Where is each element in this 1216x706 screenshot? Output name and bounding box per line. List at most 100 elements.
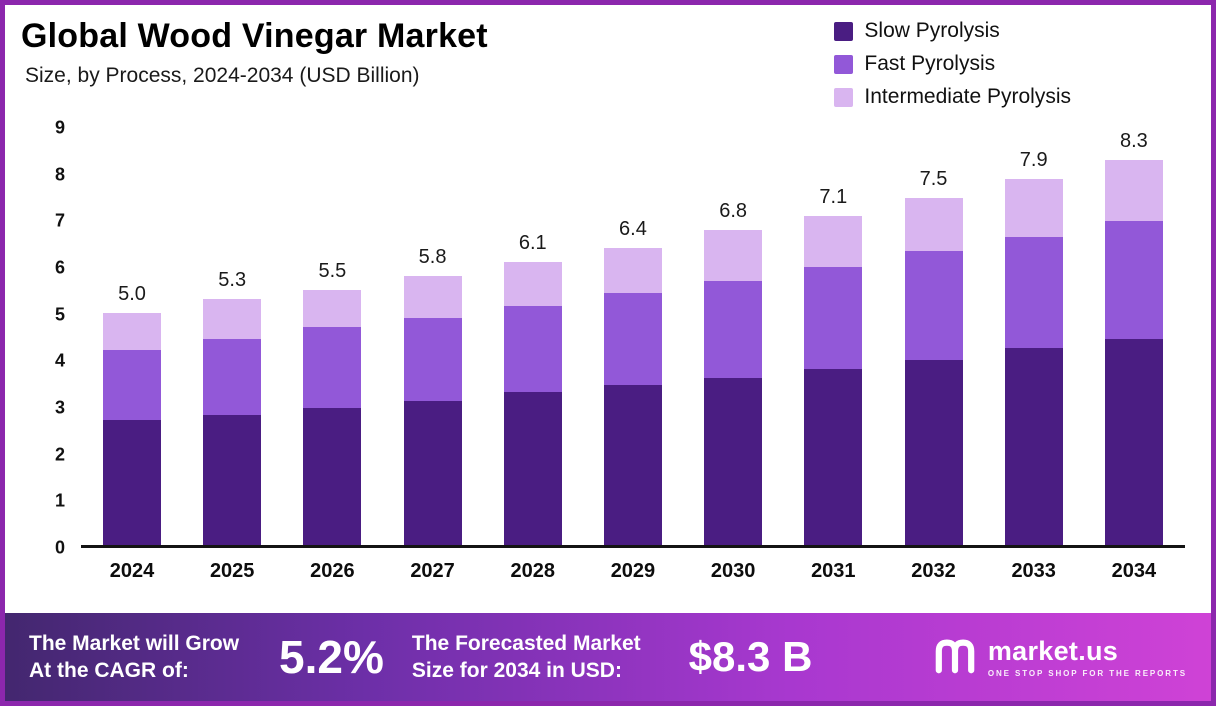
- bar-segment-intermediate-pyrolysis: [603, 248, 662, 293]
- brand-name: market.us: [987, 636, 1119, 666]
- bar-segment-slow-pyrolysis: [603, 385, 662, 545]
- bar-group-2026: 5.5: [303, 128, 362, 545]
- bar-segment-fast-pyrolysis: [303, 327, 362, 409]
- bar-total-label: 5.3: [218, 269, 247, 292]
- y-tick-label: 2: [54, 444, 65, 465]
- legend-label: Fast Pyrolysis: [864, 52, 996, 75]
- bar-group-2025: 5.3: [203, 128, 262, 545]
- bar-segment-fast-pyrolysis: [1004, 236, 1063, 349]
- bar-segment-intermediate-pyrolysis: [103, 313, 161, 351]
- bar-segment-fast-pyrolysis: [904, 250, 963, 360]
- forecast-label-line1: The Forecasted Market: [411, 631, 641, 655]
- bar-group-2034: 8.3: [1104, 128, 1163, 545]
- y-tick-label: 6: [54, 257, 65, 278]
- bar-segment-fast-pyrolysis: [603, 292, 662, 386]
- bar-segment-slow-pyrolysis: [704, 378, 763, 545]
- bar-group-2028: 6.1: [503, 128, 562, 545]
- cagr-value: 5.2%: [279, 631, 384, 683]
- y-tick-label: 9: [54, 117, 65, 138]
- bar-segment-fast-pyrolysis: [203, 338, 262, 416]
- x-tick-label: 2032: [911, 560, 956, 582]
- legend-item-intermediate-pyrolysis: Intermediate Pyrolysis: [834, 85, 1071, 109]
- market-us-logo-icon: [932, 635, 978, 680]
- plot-wrap: 5.0 5.3 5.5 5.8 6.1 6.4 6.8 7.1 7.5 7.9 8.3 2024 20…: [81, 128, 1185, 583]
- bar-segment-intermediate-pyrolysis: [704, 229, 763, 281]
- legend-label: Slow Pyrolysis: [864, 19, 1000, 42]
- bar-segment-slow-pyrolysis: [904, 359, 963, 545]
- x-tick-label: 2026: [310, 560, 355, 582]
- legend-item-fast-pyrolysis: Fast Pyrolysis: [834, 52, 1071, 76]
- bar-segment-fast-pyrolysis: [1104, 220, 1163, 339]
- bar-total-label: 6.8: [719, 199, 748, 222]
- bar-segment-slow-pyrolysis: [303, 408, 362, 545]
- y-tick-label: 7: [54, 210, 65, 231]
- bar-total-label: 5.8: [418, 246, 447, 269]
- bar-total-label: 7.9: [1019, 149, 1048, 171]
- bar-group-2027: 5.8: [403, 128, 462, 545]
- x-tick-label: 2034: [1111, 560, 1157, 582]
- y-tick-label: 3: [54, 397, 65, 418]
- bar-group-2032: 7.5: [904, 128, 963, 545]
- y-tick-label: 4: [54, 350, 65, 371]
- x-tick-label: 2024: [109, 560, 155, 582]
- y-tick-label: 8: [54, 164, 65, 185]
- page-title: Global Wood Vinegar Market: [21, 17, 488, 55]
- bar-segment-intermediate-pyrolysis: [403, 276, 462, 318]
- bar-segment-intermediate-pyrolysis: [303, 290, 362, 328]
- x-tick-label: 2025: [209, 560, 255, 582]
- bar-segment-fast-pyrolysis: [403, 317, 462, 402]
- legend-swatch: [834, 54, 854, 74]
- header: Global Wood Vinegar Market Size, by Proc…: [5, 5, 1211, 118]
- bar-group-2031: 7.1: [804, 128, 863, 545]
- x-axis: 2024 2025 2026 2027 2028 2029 2030 2031 2032 2033…: [81, 560, 1185, 583]
- bar-segment-intermediate-pyrolysis: [503, 262, 562, 307]
- y-axis: 0 1 2 3 4 5 6 7 8 9: [33, 118, 81, 558]
- legend-swatch: [834, 21, 854, 41]
- bar-group-2029: 6.4: [603, 128, 662, 545]
- forecast-value: $8.3 B: [688, 633, 813, 680]
- x-tick-label: 2030: [710, 560, 756, 582]
- bar-group-2024: 5.0: [103, 128, 161, 545]
- bar-total-label: 7.1: [819, 186, 848, 209]
- legend-swatch: [834, 87, 854, 107]
- bottom-banner: The Market will Grow At the CAGR of: 5.2…: [5, 613, 1211, 701]
- bar-segment-slow-pyrolysis: [503, 392, 562, 545]
- x-tick-label: 2028: [510, 560, 556, 582]
- bar-segment-slow-pyrolysis: [103, 419, 161, 545]
- bar-total-label: 5.0: [118, 283, 146, 306]
- bar-segment-intermediate-pyrolysis: [203, 299, 262, 339]
- cagr-label-line2: At the CAGR of:: [29, 659, 189, 682]
- bar-segment-intermediate-pyrolysis: [1004, 179, 1063, 237]
- forecast-label: The Forecasted Market Size for 2034 in U…: [412, 630, 641, 685]
- stacked-bar-chart: 0 1 2 3 4 5 6 7 8 9 5.0 5.3 5.5 5.8 6.1 6.4 6.8 7.1 7.5 7.…: [5, 118, 1211, 583]
- bar-total-label: 5.5: [318, 260, 347, 283]
- brand-logo: market.us ONE STOP SHOP FOR THE REPORTS: [932, 635, 1187, 680]
- brand-tagline: ONE STOP SHOP FOR THE REPORTS: [987, 669, 1187, 678]
- bar-total-label: 7.5: [919, 167, 948, 190]
- forecast-label-line2: Size for 2034 in USD:: [411, 659, 622, 682]
- chart-subtitle: Size, by Process, 2024-2034 (USD Billion…: [25, 64, 420, 88]
- bar-segment-slow-pyrolysis: [804, 368, 863, 545]
- bar-group-2033: 7.9: [1004, 128, 1063, 545]
- bar-segment-slow-pyrolysis: [403, 401, 462, 545]
- title-block: Global Wood Vinegar Market Size, by Proc…: [21, 17, 488, 118]
- bar-total-label: 8.3: [1119, 130, 1148, 153]
- y-tick-label: 1: [54, 490, 65, 511]
- bar-total-label: 6.4: [619, 218, 647, 241]
- legend-item-slow-pyrolysis: Slow Pyrolysis: [834, 19, 1071, 43]
- bar-total-label: 6.1: [518, 232, 547, 255]
- x-tick-label: 2031: [811, 560, 856, 582]
- bar-segment-fast-pyrolysis: [103, 350, 161, 420]
- bar-segment-intermediate-pyrolysis: [904, 197, 963, 251]
- bar-group-2030: 6.8: [704, 128, 763, 545]
- bar-segment-fast-pyrolysis: [704, 280, 763, 379]
- bar-segment-intermediate-pyrolysis: [1104, 160, 1163, 221]
- bar-segment-slow-pyrolysis: [1104, 338, 1163, 545]
- legend-label: Intermediate Pyrolysis: [864, 85, 1071, 108]
- x-tick-label: 2029: [610, 560, 656, 582]
- x-tick-label: 2033: [1011, 560, 1056, 582]
- brand-text-block: market.us ONE STOP SHOP FOR THE REPORTS: [988, 636, 1187, 678]
- bar-segment-intermediate-pyrolysis: [804, 216, 863, 268]
- x-tick-label: 2027: [410, 560, 455, 582]
